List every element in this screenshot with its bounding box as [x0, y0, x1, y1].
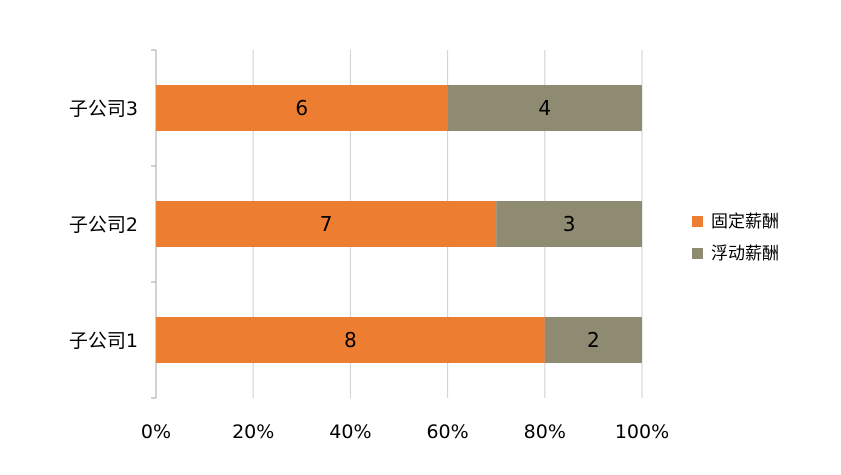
x-tick-label: 60%: [426, 421, 468, 443]
x-tick-label: 40%: [329, 421, 371, 443]
category-label: 子公司2: [69, 214, 138, 236]
x-tick-label: 20%: [232, 421, 274, 443]
x-tick-label: 80%: [524, 421, 566, 443]
bar-segment: [156, 201, 497, 247]
legend-swatch: [692, 216, 703, 227]
category-label: 子公司1: [69, 330, 138, 352]
legend-swatch: [692, 248, 703, 259]
bar-segment: [544, 317, 642, 363]
bar-segment: [496, 201, 642, 247]
legend-label: 浮动薪酬: [711, 244, 779, 264]
bar-segment: [156, 317, 545, 363]
x-tick-label: 100%: [615, 421, 669, 443]
bar-segment: [447, 85, 642, 131]
labels: 0% 20% 40% 60% 80% 100% 8 2 子公司1 7 3 子公司2 6 4 子公司3: [69, 96, 669, 443]
data-label: 2: [587, 328, 600, 352]
legend-label: 固定薪酬: [711, 212, 779, 232]
category-label: 子公司3: [69, 98, 138, 120]
axes: [151, 49, 157, 399]
bar-segment: [156, 85, 448, 131]
bars: [156, 85, 642, 363]
data-label: 3: [563, 212, 576, 236]
data-label: 8: [344, 328, 357, 352]
x-tick-label: 0%: [141, 421, 171, 443]
data-label: 6: [295, 96, 308, 120]
data-label: 4: [538, 96, 551, 120]
data-label: 7: [320, 212, 333, 236]
